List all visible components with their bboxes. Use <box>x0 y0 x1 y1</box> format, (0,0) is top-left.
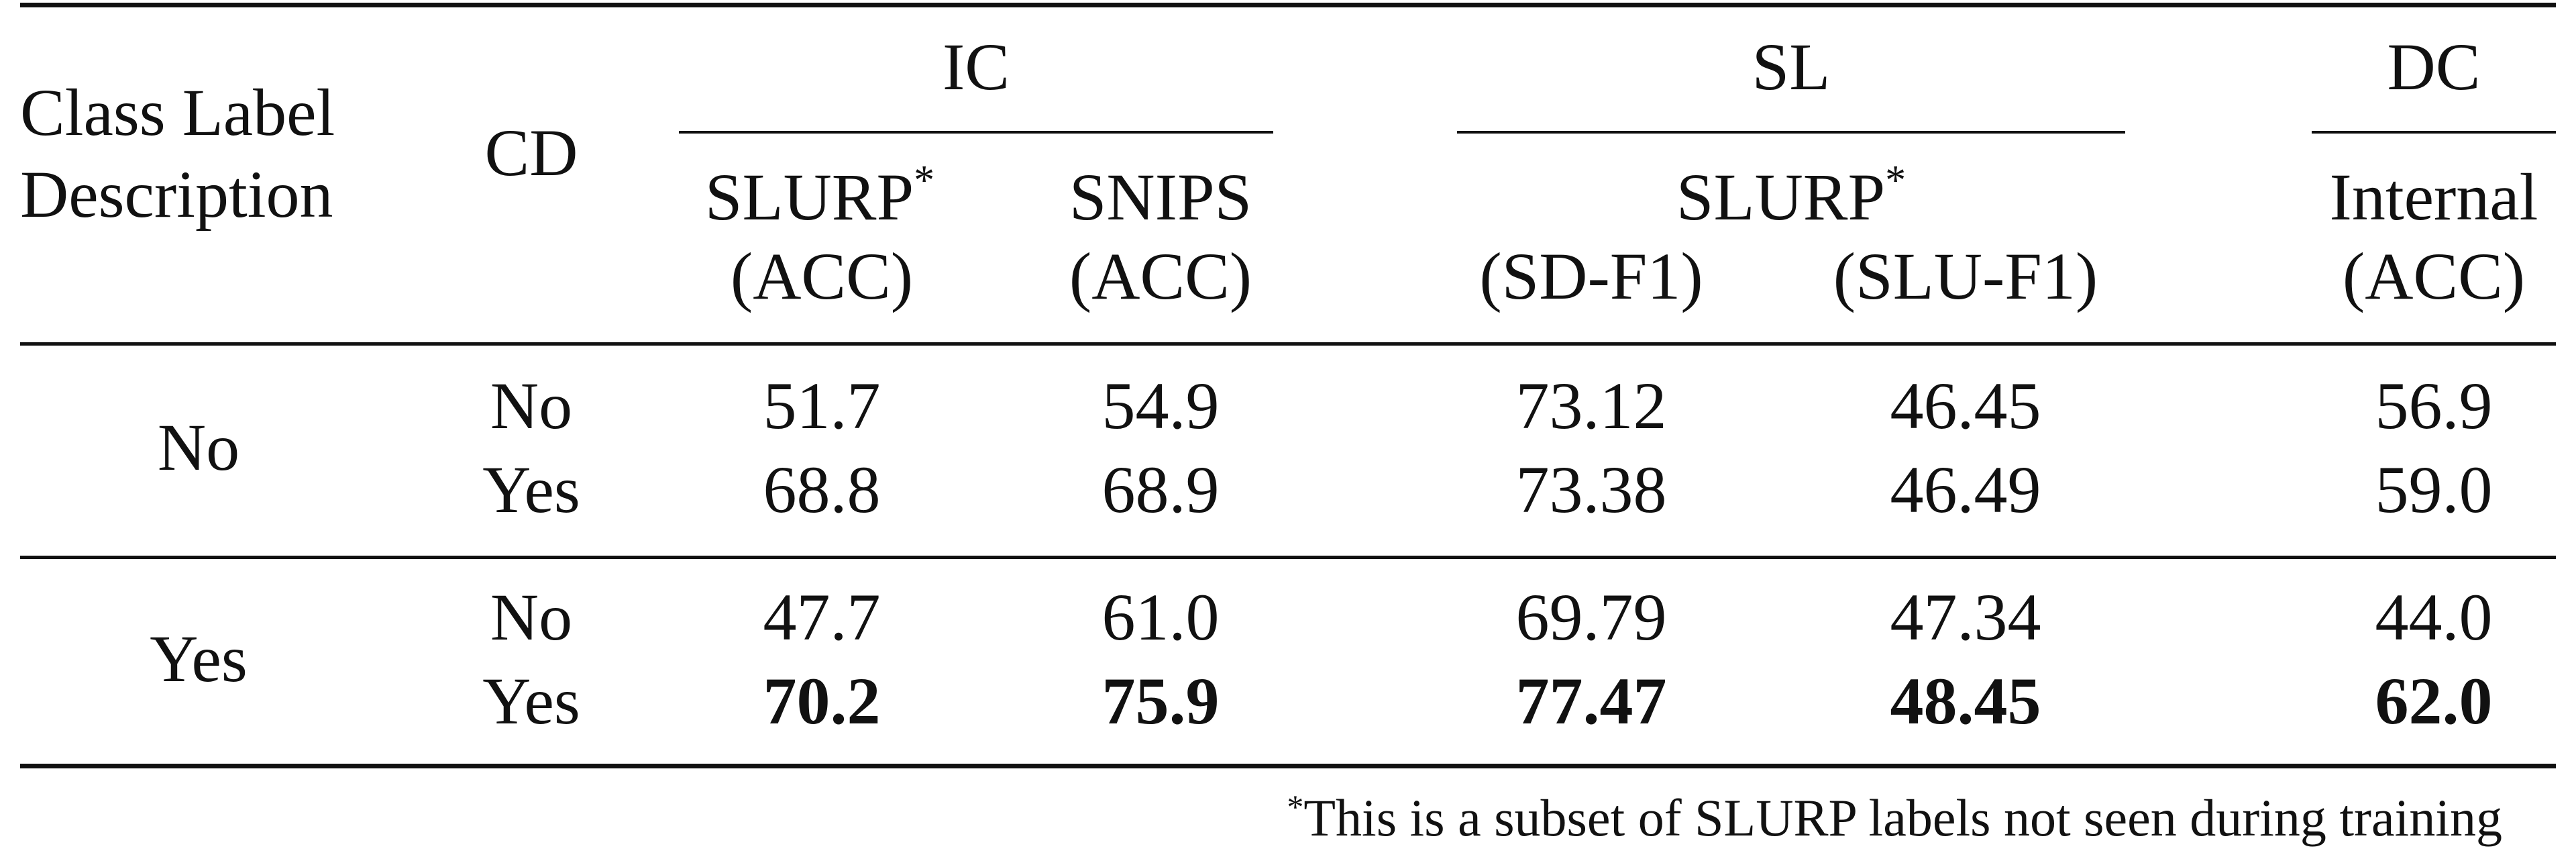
header-cd: CD <box>484 115 578 190</box>
header-class-label-desc-line2: Description <box>20 157 333 232</box>
header-rule <box>20 342 2556 346</box>
table-row-4-slurp-acc: 70.2 <box>763 664 881 738</box>
table-row-1-sd-f1: 73.12 <box>1515 368 1667 443</box>
table-row-2-snips-acc: 68.9 <box>1102 452 1220 527</box>
sl-group-rule <box>1457 131 2125 134</box>
table-row-3-slurp-acc: 47.7 <box>763 580 881 654</box>
header-group-dc: DC <box>2387 30 2481 104</box>
row-group-cld-yes: Yes <box>150 621 248 696</box>
row-group-cld-no: No <box>157 410 240 485</box>
header-group-sl: SL <box>1752 30 1831 104</box>
table-row-3-sd-f1: 69.79 <box>1515 580 1667 654</box>
table-row-1-slu-f1: 46.45 <box>1890 368 2041 443</box>
table-row-4-sd-f1: 77.47 <box>1515 664 1667 738</box>
ic-group-rule <box>679 131 1273 134</box>
header-internal-metric: (ACC) <box>2342 239 2526 313</box>
table-row-2-cd: Yes <box>482 452 580 527</box>
table-row-4-slu-f1: 48.45 <box>1890 664 2041 738</box>
table-row-3-snips-acc: 61.0 <box>1102 580 1220 654</box>
group-separator-rule <box>20 556 2556 559</box>
header-internal: Internal <box>2329 160 2538 234</box>
table-row-3-slu-f1: 47.34 <box>1890 580 2041 654</box>
header-slurp-ic: SLURP* <box>704 158 935 234</box>
table-row-4-snips-acc: 75.9 <box>1102 664 1220 738</box>
bottom-rule <box>20 764 2556 768</box>
header-sd-f1: (SD-F1) <box>1479 239 1703 313</box>
table-row-4-internal-acc: 62.0 <box>2375 664 2493 738</box>
table-row-2-slurp-acc: 68.8 <box>763 452 881 527</box>
table-row-4-cd: Yes <box>482 664 580 738</box>
table-row-1-snips-acc: 54.9 <box>1102 368 1220 443</box>
header-slurp-ic-metric: (ACC) <box>730 239 914 313</box>
table-row-2-sd-f1: 73.38 <box>1515 452 1667 527</box>
header-snips-metric: (ACC) <box>1069 239 1252 313</box>
table-row-1-internal-acc: 56.9 <box>2375 368 2493 443</box>
table-row-1-slurp-acc: 51.7 <box>763 368 881 443</box>
top-rule <box>20 3 2556 7</box>
dc-group-rule <box>2312 131 2556 134</box>
table-row-3-cd: No <box>490 580 573 654</box>
header-class-label-desc-line1: Class Label <box>20 75 335 150</box>
table-footnote: *This is a subset of SLURP labels not se… <box>1287 788 2502 847</box>
header-snips: SNIPS <box>1069 160 1252 234</box>
table-row-2-internal-acc: 59.0 <box>2375 452 2493 527</box>
header-slu-f1: (SLU-F1) <box>1833 239 2098 313</box>
header-slurp-sl: SLURP* <box>1676 158 1907 234</box>
table-row-1-cd: No <box>490 368 573 443</box>
table-row-3-internal-acc: 44.0 <box>2375 580 2493 654</box>
table-row-2-slu-f1: 46.49 <box>1890 452 2041 527</box>
header-group-ic: IC <box>943 30 1010 104</box>
